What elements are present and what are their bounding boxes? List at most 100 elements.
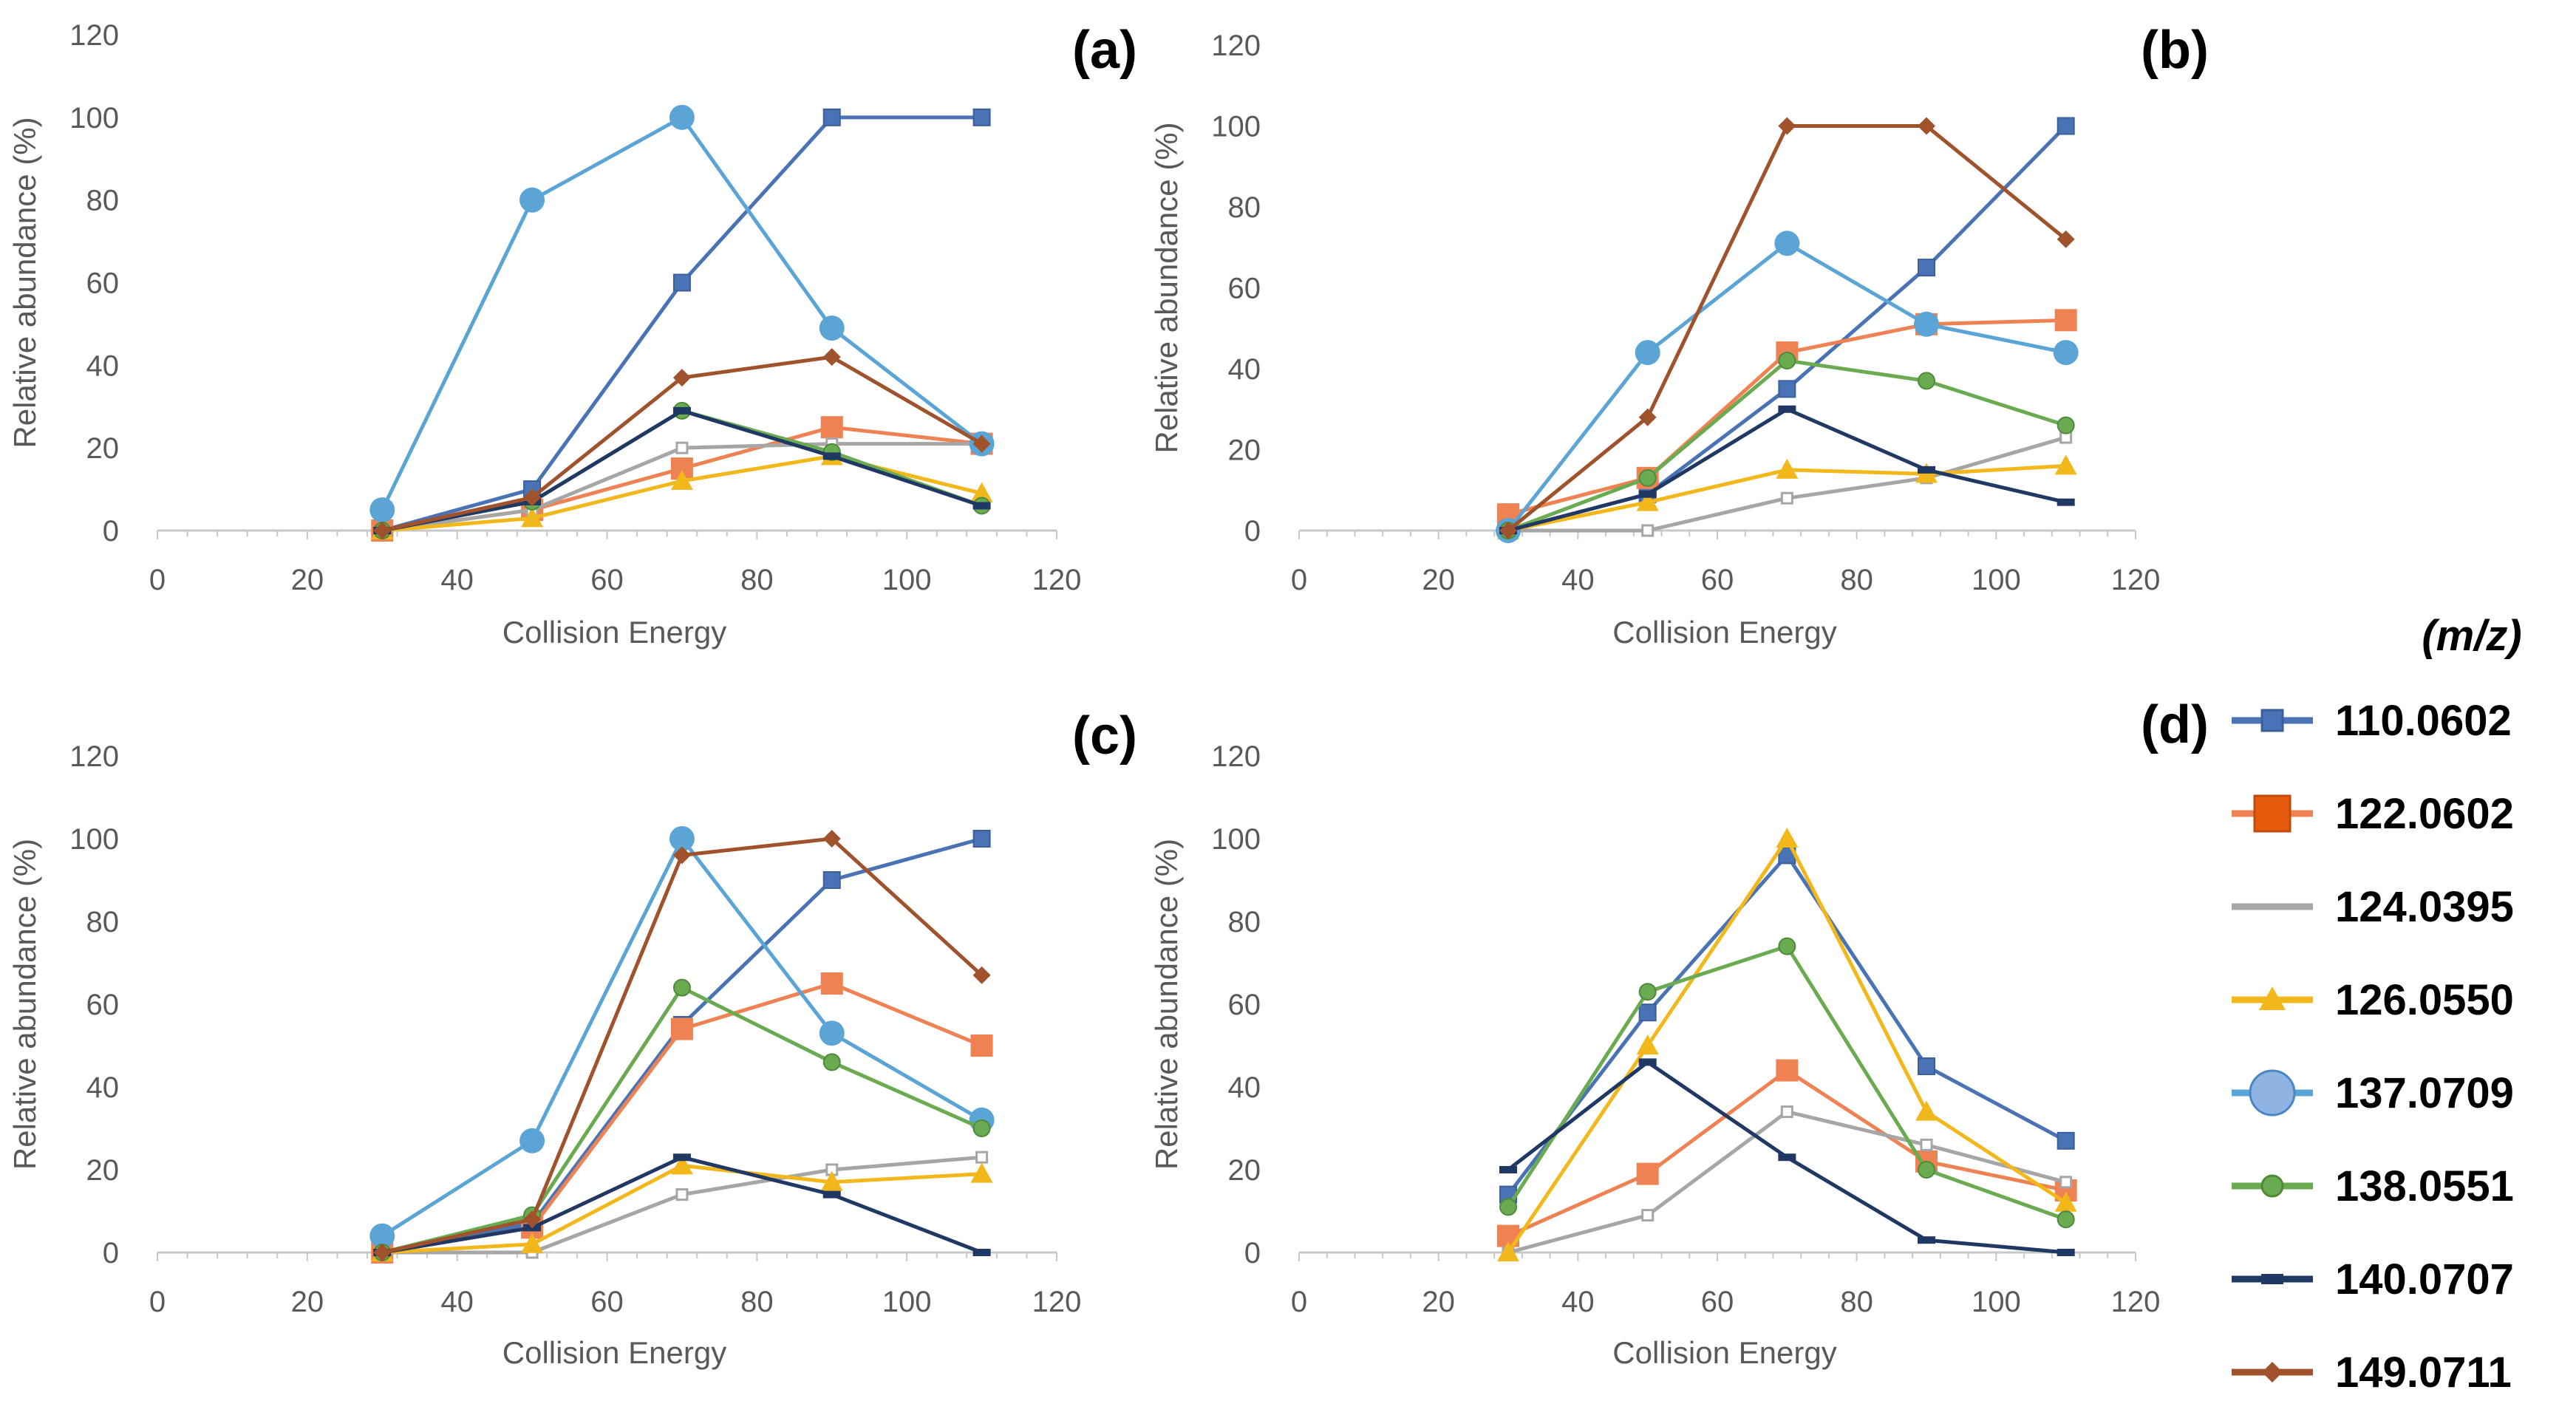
data-point bbox=[1914, 311, 1939, 337]
y-tick-label: 40 bbox=[86, 1071, 120, 1104]
data-point bbox=[1499, 1166, 1517, 1173]
data-point bbox=[1636, 1162, 1659, 1185]
data-point bbox=[975, 1151, 989, 1164]
legend-item: 122.0602 bbox=[2232, 790, 2514, 838]
data-point bbox=[1778, 352, 1796, 370]
y-axis-title: Relative abundance (%) bbox=[1149, 122, 1184, 453]
series-140-0707 bbox=[1499, 1058, 2075, 1256]
x-tick-label: 120 bbox=[1032, 564, 1082, 596]
legend-item: 149.0711 bbox=[2232, 1349, 2512, 1397]
data-point bbox=[1499, 1198, 1517, 1216]
y-tick-label: 20 bbox=[1228, 1154, 1261, 1187]
panel-label: (a) bbox=[1072, 21, 1137, 80]
x-tick-label: 80 bbox=[740, 564, 774, 596]
series-149-0711 bbox=[1499, 117, 2075, 539]
y-axis-title: Relative abundance (%) bbox=[1149, 839, 1184, 1170]
data-point bbox=[2053, 340, 2079, 366]
data-point bbox=[1776, 828, 1799, 848]
data-point bbox=[1641, 1209, 1655, 1222]
x-tick-label: 20 bbox=[1422, 1286, 1455, 1318]
legend-marker bbox=[2260, 1174, 2284, 1198]
legend-item: 110.0602 bbox=[2232, 697, 2512, 745]
y-tick-label: 20 bbox=[86, 432, 120, 465]
legend-item: 124.0395 bbox=[2232, 883, 2514, 931]
data-point bbox=[970, 1034, 993, 1057]
data-point bbox=[819, 316, 845, 341]
legend-marker bbox=[2259, 986, 2286, 1010]
panel-a: 0 20 40 60 80 100 120 0 20 40 60 80 100 120 Collision … bbox=[7, 19, 1137, 650]
data-point bbox=[1638, 490, 1657, 498]
data-point bbox=[819, 1020, 845, 1046]
x-tick-label: 80 bbox=[1840, 1286, 1873, 1318]
data-point bbox=[1497, 1241, 1519, 1261]
y-tick-label: 120 bbox=[1211, 30, 1261, 62]
data-point bbox=[373, 522, 392, 539]
data-point bbox=[2057, 498, 2075, 506]
y-tick-label: 80 bbox=[86, 185, 120, 217]
series-line bbox=[1507, 853, 2067, 1196]
data-point bbox=[822, 830, 841, 848]
data-point bbox=[1641, 524, 1655, 537]
data-point bbox=[1780, 491, 1793, 505]
legend-label: 122.0602 bbox=[2335, 790, 2514, 838]
data-point bbox=[2057, 1210, 2075, 1229]
panel-label: (b) bbox=[2141, 21, 2209, 80]
x-tick-label: 100 bbox=[882, 564, 932, 596]
series-137-0709 bbox=[1496, 231, 2079, 543]
y-tick-label: 20 bbox=[1228, 434, 1261, 467]
data-point bbox=[675, 1188, 689, 1201]
x-tick-label: 120 bbox=[2111, 1286, 2161, 1318]
data-point bbox=[972, 966, 991, 984]
y-tick-label: 120 bbox=[69, 740, 119, 773]
y-tick-label: 0 bbox=[1244, 1237, 1261, 1269]
data-point bbox=[1635, 340, 1660, 366]
x-tick-label: 60 bbox=[1701, 564, 1734, 596]
legend-label: 138.0551 bbox=[2335, 1162, 2514, 1210]
y-tick-label: 120 bbox=[69, 19, 119, 52]
data-point bbox=[820, 972, 843, 995]
data-point bbox=[369, 1223, 395, 1249]
legend-marker bbox=[2253, 794, 2292, 833]
x-axis-title: Collision Energy bbox=[502, 1335, 726, 1370]
y-tick-label: 40 bbox=[1228, 1071, 1261, 1104]
x-tick-label: 100 bbox=[882, 1286, 932, 1318]
data-point bbox=[1778, 937, 1796, 955]
data-point bbox=[1636, 1034, 1659, 1054]
x-tick-label: 40 bbox=[440, 1286, 474, 1318]
data-point bbox=[820, 416, 843, 439]
data-point bbox=[2054, 1191, 2077, 1212]
data-point bbox=[822, 108, 841, 126]
data-point bbox=[1638, 1003, 1657, 1022]
y-tick-label: 100 bbox=[69, 102, 119, 134]
y-tick-label: 80 bbox=[86, 906, 120, 938]
data-point bbox=[523, 1210, 542, 1229]
data-point bbox=[972, 830, 991, 848]
y-axis-title: Relative abundance (%) bbox=[7, 839, 42, 1170]
data-point bbox=[1918, 372, 1935, 390]
data-point bbox=[1918, 1057, 1935, 1075]
data-point bbox=[672, 846, 691, 865]
series-126-0550 bbox=[1497, 828, 2077, 1261]
x-tick-label: 80 bbox=[740, 1286, 774, 1318]
series-137-0709 bbox=[369, 826, 995, 1249]
x-tick-label: 0 bbox=[149, 564, 166, 596]
data-point bbox=[672, 273, 691, 292]
data-point bbox=[1918, 1236, 1935, 1244]
data-point bbox=[2059, 1176, 2073, 1189]
data-point bbox=[972, 502, 991, 510]
data-point bbox=[972, 1249, 991, 1256]
series-138-0551 bbox=[1499, 937, 2075, 1229]
x-axis-title: Collision Energy bbox=[1612, 615, 1836, 650]
series-137-0709 bbox=[369, 104, 995, 523]
data-point bbox=[822, 1053, 841, 1071]
x-tick-label: 60 bbox=[590, 1286, 624, 1318]
x-tick-label: 0 bbox=[149, 1286, 166, 1318]
legend-item: 137.0709 bbox=[2232, 1069, 2514, 1117]
data-point bbox=[1778, 117, 1796, 135]
data-point bbox=[670, 1154, 693, 1175]
legend-label: 124.0395 bbox=[2335, 883, 2514, 931]
data-point bbox=[1636, 491, 1659, 511]
y-tick-label: 40 bbox=[86, 350, 120, 382]
data-point bbox=[669, 104, 695, 130]
